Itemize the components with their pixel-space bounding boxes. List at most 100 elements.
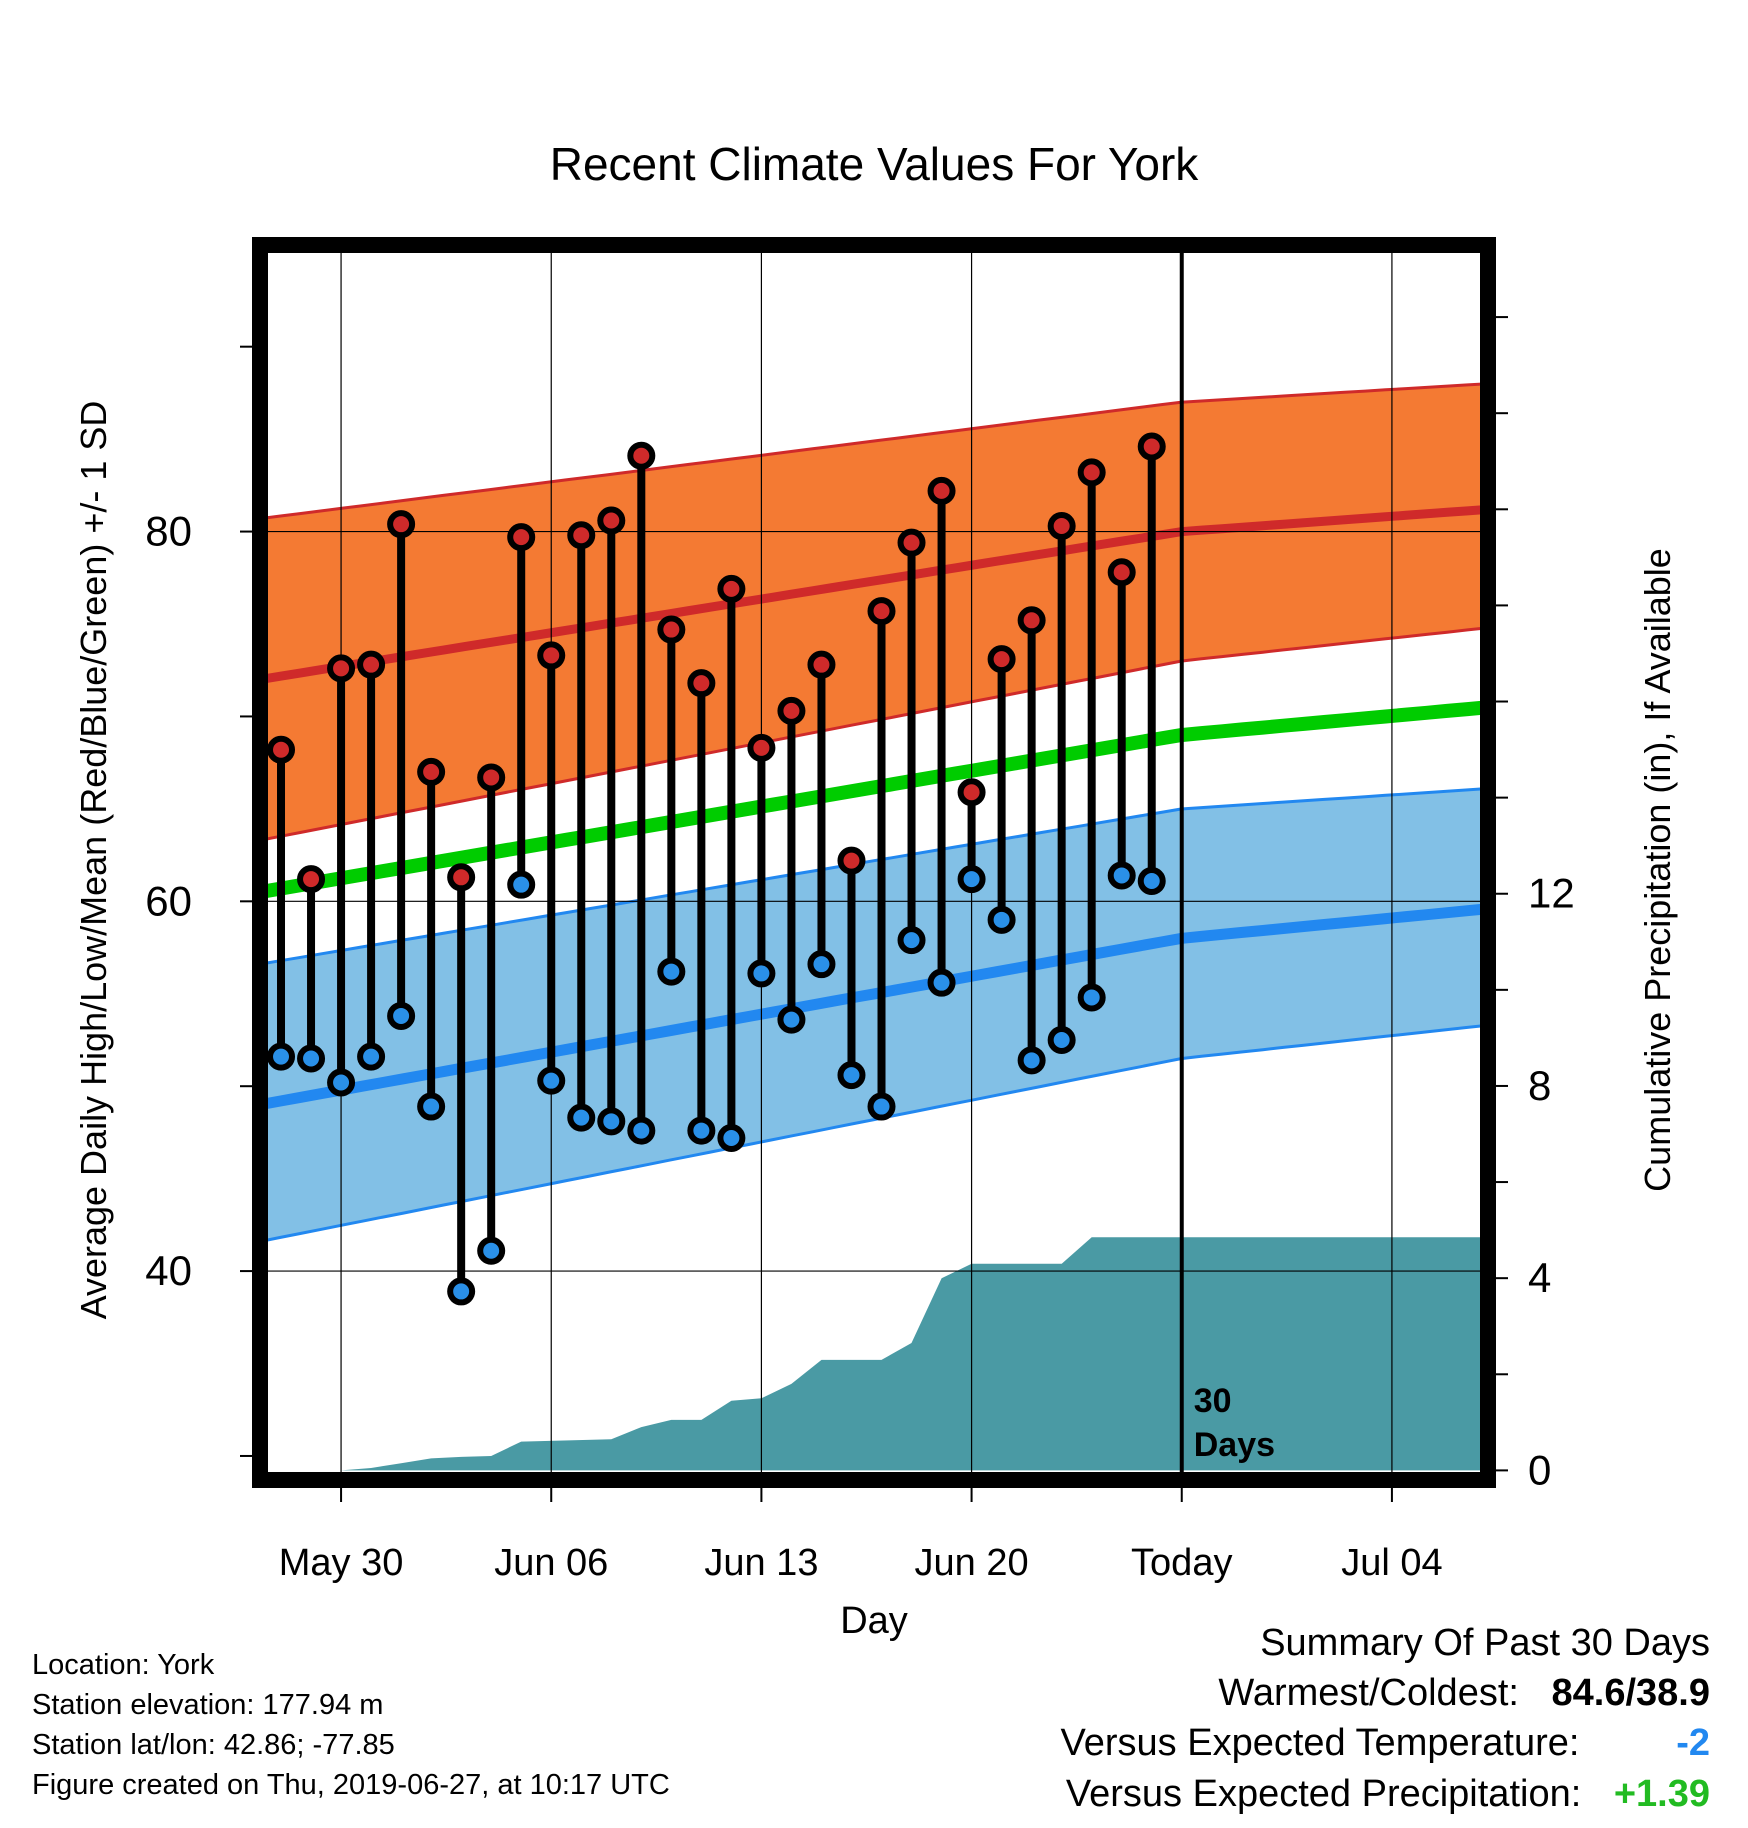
high-point: [1047, 512, 1076, 541]
low-point: [327, 1068, 356, 1097]
low-point: [267, 1042, 296, 1071]
low-point: [507, 870, 536, 899]
low-point: [687, 1116, 716, 1145]
low-point: [597, 1107, 626, 1136]
low-point: [1047, 1025, 1076, 1054]
high-lower-edge: [260, 626, 1488, 842]
high-point: [327, 654, 356, 683]
y-tick-label: 40: [145, 1247, 192, 1294]
high-point: [1017, 606, 1046, 635]
high-point: [897, 528, 926, 557]
y2-axis-label: Cumulative Precipitation (in), If Availa…: [1637, 548, 1678, 1192]
low-point: [537, 1066, 566, 1095]
high-point: [837, 846, 866, 875]
high-point: [567, 521, 596, 550]
low-point: [477, 1236, 506, 1265]
y2-tick-label: 4: [1528, 1254, 1551, 1301]
precip-label: Versus Expected Precipitation:: [1065, 1773, 1582, 1815]
y-tick-label: 60: [145, 877, 192, 924]
high-point: [657, 615, 686, 644]
y2-tick-label: 12: [1528, 870, 1575, 917]
low-point: [957, 865, 986, 894]
precip-value: +1.39: [1613, 1773, 1710, 1815]
y-axis-label: Average Daily High/Low/Mean (Red/Blue/Gr…: [73, 401, 114, 1320]
station-elevation: Station elevation: 177.94 m: [32, 1689, 384, 1721]
x-tick-label: Today: [1131, 1542, 1232, 1584]
high-point: [357, 650, 386, 679]
x-tick-label: Jul 04: [1341, 1542, 1442, 1584]
station-info: Location: York Station elevation: 177.94…: [32, 1645, 670, 1805]
plot-frame: [252, 237, 1496, 1488]
high-point: [687, 669, 716, 698]
x-tick-label: Jun 06: [494, 1542, 608, 1584]
x-axis-label: Day: [840, 1600, 908, 1642]
summary-precip: Versus Expected Precipitation: +1.39: [1066, 1773, 1710, 1816]
warm-cold-value: 84.6/38.9: [1551, 1672, 1710, 1714]
high-point: [507, 523, 536, 552]
low-point: [837, 1061, 866, 1090]
temp-label: Versus Expected Temperature:: [1060, 1722, 1580, 1764]
high-point: [927, 476, 956, 505]
mean-normal-line: [260, 700, 1488, 900]
low-point: [417, 1092, 446, 1121]
today-label-line1: 30: [1194, 1382, 1232, 1420]
x-tick-label: May 30: [279, 1542, 404, 1584]
high-point: [1077, 458, 1106, 487]
station-latlon: Station lat/lon: 42.86; -77.85: [32, 1729, 395, 1761]
y-tick-label: 80: [145, 508, 192, 555]
high-point: [417, 757, 446, 786]
summary-warm-cold: Warmest/Coldest: 84.6/38.9: [1218, 1672, 1710, 1715]
high-point: [387, 510, 416, 539]
y2-tick-label: 8: [1528, 1062, 1551, 1109]
y2-tick-label: 0: [1528, 1446, 1551, 1493]
low-point: [357, 1042, 386, 1071]
high-point: [537, 641, 566, 670]
low-point: [657, 957, 686, 986]
high-point: [747, 733, 776, 762]
high-point: [1107, 558, 1136, 587]
low-point: [747, 959, 776, 988]
precipitation-area: [260, 1237, 1488, 1471]
low-point: [777, 1005, 806, 1034]
low-point: [1017, 1046, 1046, 1075]
high-normal-line: [260, 504, 1488, 684]
high-point: [447, 863, 476, 892]
high-point: [267, 735, 296, 764]
high-point: [987, 645, 1016, 674]
figure-created: Figure created on Thu, 2019-06-27, at 10…: [32, 1769, 670, 1801]
low-point: [807, 950, 836, 979]
high-point: [297, 865, 326, 894]
low-point: [627, 1116, 656, 1145]
plot-area: 30 Days May 30 Jun 06 Jun 13 Jun 20 Today Jul 0…: [145, 237, 1575, 1584]
plot-content: 30 Days: [260, 245, 1488, 1480]
high-point: [477, 763, 506, 792]
summary-heading: Summary Of Past 30 Days: [1260, 1622, 1710, 1664]
x-tick-label: Jun 20: [915, 1542, 1029, 1584]
low-point: [567, 1103, 596, 1132]
low-point: [1107, 861, 1136, 890]
low-point: [867, 1092, 896, 1121]
low-point: [1077, 983, 1106, 1012]
warm-cold-label: Warmest/Coldest:: [1218, 1672, 1519, 1714]
high-upper-edge: [260, 382, 1488, 521]
low-point: [387, 1001, 416, 1030]
high-point: [717, 574, 746, 603]
chart-title: Recent Climate Values For York: [550, 138, 1200, 190]
low-point: [297, 1044, 326, 1073]
low-point: [1137, 866, 1166, 895]
today-label-line2: Days: [1194, 1426, 1275, 1464]
high-point: [807, 650, 836, 679]
low-point: [927, 968, 956, 997]
high-point: [627, 441, 656, 470]
low-point: [897, 926, 926, 955]
station-location: Location: York: [32, 1649, 215, 1681]
low-point: [447, 1277, 476, 1306]
summary-temp: Versus Expected Temperature: -2: [1061, 1722, 1710, 1765]
high-point: [1137, 432, 1166, 461]
high-point: [777, 696, 806, 725]
high-point: [867, 597, 896, 626]
low-point: [987, 905, 1016, 934]
x-tick-label: Jun 13: [704, 1542, 818, 1584]
high-point: [957, 778, 986, 807]
